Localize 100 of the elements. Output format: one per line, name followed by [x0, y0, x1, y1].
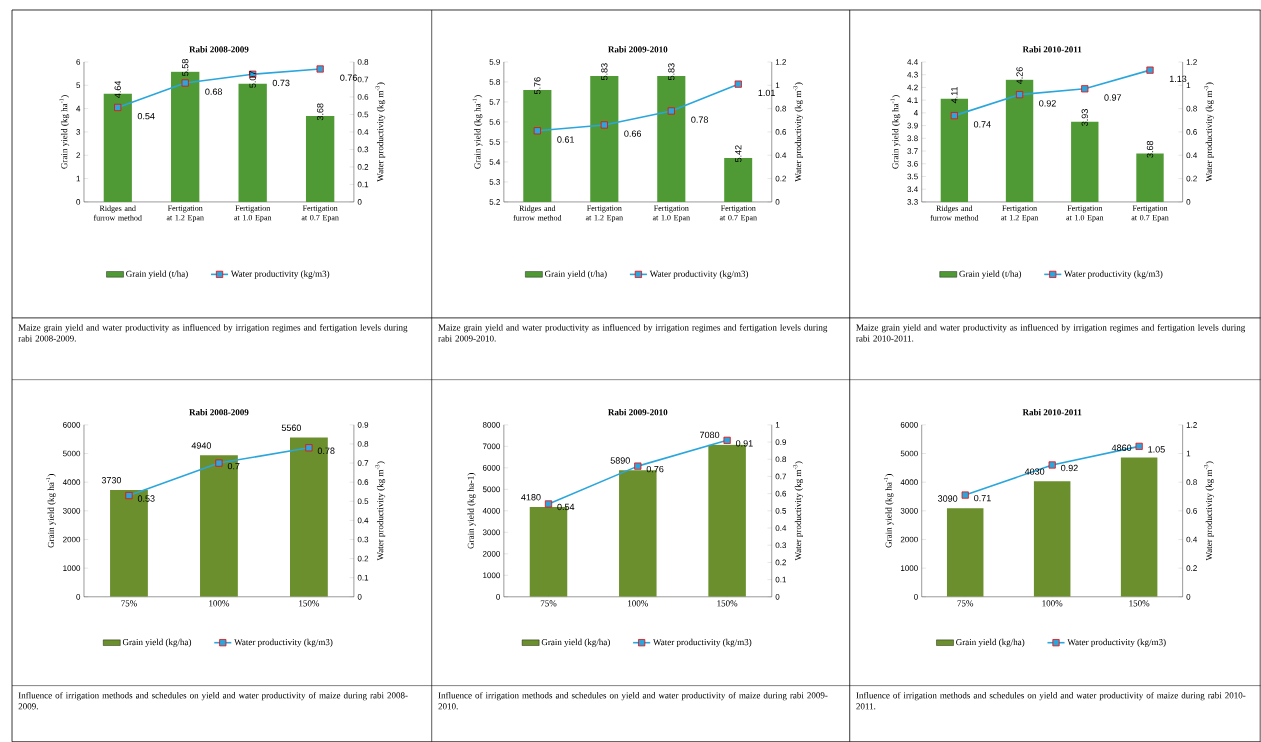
- data-label: 3.68: [316, 103, 324, 121]
- x-tick-label: Fertigation at 1.0 Epan: [652, 205, 690, 222]
- y2-tick-label: 0.4: [357, 129, 369, 135]
- y-axis-title: Grain yield (kg ha-1): [467, 473, 476, 549]
- data-label: 0.54: [137, 112, 155, 120]
- data-label: 0.74: [973, 121, 991, 128]
- y-tick-label: 3.9: [907, 122, 918, 129]
- x-tick-label: 150%: [1129, 600, 1150, 607]
- legend-label: Grain yield (t/ha): [126, 270, 188, 279]
- y-tick-label: 2000: [482, 550, 500, 557]
- y-tick-label: 8000: [482, 421, 500, 428]
- point: [1081, 85, 1089, 93]
- y2-tick-label: 0.4: [357, 517, 369, 524]
- y2-tick-label: 0.2: [775, 559, 787, 566]
- y-axis-title: Grain yield (kg ha$^{-1}$): [472, 95, 483, 169]
- text: Maize grain yield and water productivity as influenced by irrigation regimes and fertigation levels during rabi 2008-2009.: [18, 324, 408, 342]
- y2-tick-label: 0.7: [775, 473, 787, 480]
- legend-label: Water productivity (kg/m3): [649, 270, 749, 279]
- y-tick-label: 2000: [900, 536, 918, 543]
- y-tick-label: 5.2: [489, 199, 500, 205]
- y-tick-label: 3000: [900, 507, 918, 514]
- y-tick-label: 4.3: [907, 71, 918, 78]
- data-label: 5.58: [182, 59, 189, 76]
- y2-tick-label: 0.8: [357, 59, 369, 65]
- y2-tick-label: 0.7: [357, 460, 369, 466]
- y2-axis-title: Water productivity (kg m$^{-3}$): [375, 82, 386, 182]
- x-tick-label: Ridges and furrow method: [513, 205, 562, 221]
- y-axis-title: Grain yield (kg ha$^{-1}$): [46, 474, 56, 548]
- point: [1015, 90, 1024, 99]
- data-label: 3730: [101, 476, 122, 484]
- data-label: 1.05: [1148, 446, 1165, 453]
- bar: [1120, 457, 1158, 597]
- x-tick-label: 75%: [121, 600, 137, 607]
- y2-tick-label: 0.1: [357, 574, 369, 581]
- data-label: 0.92: [1039, 100, 1056, 107]
- y-tick-label: 6: [76, 59, 81, 65]
- legend-label: Grain yield (kg/ha): [541, 638, 610, 647]
- y2-tick-label: 1.2: [775, 59, 787, 65]
- y2-tick-label: 0.4: [1186, 536, 1198, 543]
- legend-label: Grain yield (kg/ha): [956, 638, 1025, 647]
- data-label: 0.68: [205, 88, 223, 95]
- y2-tick-label: 1: [1186, 82, 1191, 88]
- data-label: 0.61: [557, 136, 574, 143]
- y2-axis-title: Water productivity (kg m$^{-3}$): [1204, 461, 1214, 561]
- point: [1146, 66, 1154, 74]
- y2-tick-label: 0.4: [1186, 152, 1198, 159]
- legend-label: Water productivity (kg/m3): [653, 638, 752, 647]
- x-tick-label: Fertigation at 0.7 Epan: [1131, 205, 1169, 222]
- y2-tick-label: 0.3: [775, 542, 787, 548]
- point: [125, 491, 133, 500]
- data-label: 5.07: [249, 71, 256, 88]
- y-axis-title: Grain yield (kg ha$^{-1}$): [59, 95, 70, 169]
- y2-tick-label: 1: [775, 82, 780, 88]
- y2-tick-label: 0.9: [357, 421, 369, 428]
- y-tick-label: 4000: [62, 479, 81, 485]
- y2-tick-label: 0.6: [775, 490, 787, 497]
- y2-tick-label: 0: [357, 593, 362, 600]
- data-label: 4940: [191, 442, 212, 449]
- y-tick-label: 4: [913, 110, 918, 116]
- y-tick-label: 5.5: [489, 139, 500, 145]
- point: [181, 79, 189, 87]
- point: [114, 103, 122, 111]
- data-label: 0.54: [557, 503, 575, 511]
- y2-tick-label: 0.6: [357, 94, 369, 100]
- data-label: 5560: [281, 424, 302, 431]
- data-label: 0.71: [974, 494, 991, 502]
- point: [723, 436, 731, 444]
- x-tick-label: 100%: [1042, 600, 1063, 607]
- y-tick-label: 5000: [482, 486, 500, 493]
- y2-tick-label: 1.2: [1186, 421, 1197, 428]
- chart-title: Rabi 2008-2009: [189, 408, 249, 416]
- data-label: 5.83: [601, 63, 608, 80]
- data-label: 0.92: [1061, 464, 1078, 472]
- y-tick-label: 0: [76, 593, 81, 600]
- y-tick-label: 2000: [63, 536, 81, 543]
- y2-axis-title: Water productivity (kg m$^{-3}$): [793, 82, 804, 182]
- y2-tick-label: 0.6: [1186, 507, 1197, 514]
- y2-tick-label: 0.5: [357, 498, 369, 505]
- text: Influence of irrigation methods and schedules on yield and water productivity of maize during rabi 2008-2009.: [18, 691, 408, 710]
- bar: [1033, 481, 1071, 597]
- chart-title: Rabi 2010-2011: [1022, 46, 1082, 53]
- y2-tick-label: 0.8: [1186, 105, 1197, 112]
- x-tick-label: 75%: [540, 600, 557, 607]
- x-tick-label: 150%: [717, 600, 738, 607]
- y-tick-label: 3.4: [907, 186, 918, 192]
- x-tick-label: Fertigation at 1.0 Epan: [1066, 205, 1104, 222]
- data-label: 0.91: [735, 440, 753, 447]
- x-tick-label: Fertigation at 0.7 Epan: [719, 205, 757, 222]
- y2-tick-label: 0.8: [775, 105, 787, 112]
- y-tick-label: 3.8: [907, 135, 918, 142]
- y-tick-label: 4000: [482, 507, 500, 514]
- legend-label: Water productivity (kg/m3): [230, 270, 330, 279]
- y2-tick-label: 0.8: [775, 456, 787, 462]
- legend-label: Water productivity (kg/m3): [1064, 270, 1163, 279]
- data-label: 4.26: [1016, 67, 1023, 84]
- text: Influence of irrigation methods and schedules on yield and water productivity of maize during rabi 2009-2010.: [438, 691, 828, 710]
- point: [305, 444, 313, 452]
- data-label: 4.11: [951, 86, 958, 104]
- y-tick-label: 1: [76, 175, 81, 182]
- point: [1048, 461, 1056, 469]
